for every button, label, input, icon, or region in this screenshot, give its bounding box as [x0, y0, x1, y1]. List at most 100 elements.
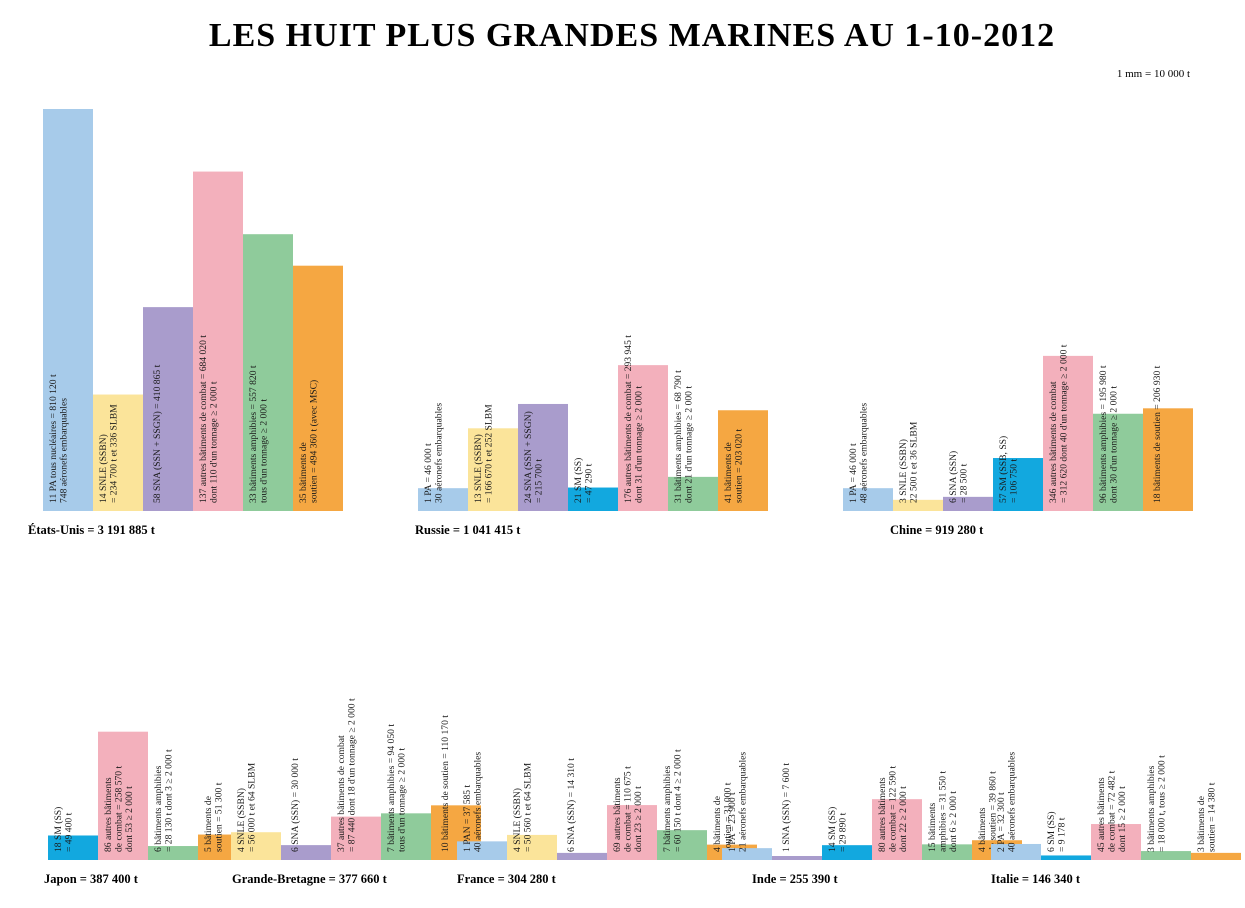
bar-data-label: 6 SNA (SSN): [948, 451, 959, 503]
bar-data-label: dont 23 ≥ 2 000 t: [633, 786, 644, 852]
bar-combat: [1043, 355, 1093, 511]
bar-data-label: 4 bâtiments: [977, 807, 988, 852]
bar-data-label: dont 21 d'un tonnage ≥ 2 000 t: [684, 386, 695, 503]
bar-soutien: [1191, 852, 1241, 860]
bar-data-label: 41 bâtiments de: [723, 442, 734, 503]
bar-amphibies: [922, 844, 972, 860]
bar-data-label: 6 SM (SS): [1046, 811, 1057, 852]
bar-data-label: = 56 000 t et 64 SLBM: [247, 762, 258, 852]
bar-sm: [48, 835, 98, 860]
bar-data-label: 57 SM (SSB, SS): [998, 436, 1009, 503]
bar-sna: [557, 852, 607, 860]
bar-data-label: = 9 178 t: [1057, 817, 1068, 852]
bar-combat: [193, 171, 243, 511]
bar-sm: [568, 487, 618, 511]
bar-data-label: = 312 620 dont 40 d'un tonnage ≥ 2 000 t: [1059, 344, 1070, 503]
bar-data-label: = 47 290 t: [584, 463, 595, 503]
bar-data-label: 748 aéronefs embarquables: [59, 398, 70, 503]
country-total-label: Russie = 1 041 415 t: [415, 523, 521, 537]
bar-sm: [1041, 855, 1091, 860]
bar-data-label: 58 SNA (SSN + SSGN) = 410 865 t: [152, 364, 163, 503]
bar-amphibies: [243, 234, 293, 511]
bar-data-label: de soutien = 39 860 t: [988, 771, 999, 852]
country-group: 1 PA = 23 900 t 21 aéronefs embarquables 1…: [722, 752, 1022, 886]
bar-data-label: 21 aéronefs embarquables: [738, 752, 749, 852]
bar-data-label: = 29 890 t: [838, 812, 849, 852]
bar-data-label: = 234 700 t et 336 SLBM: [109, 404, 120, 503]
bar-porte-avions: [418, 488, 468, 511]
bar-data-label: 18 bâtiments de soutien = 206 930 t: [1152, 365, 1163, 503]
bar-combat: [1091, 824, 1141, 860]
bar-soutien: [718, 410, 768, 511]
bar-snle: [893, 499, 943, 511]
scale-note: 1 mm = 10 000 t: [1117, 68, 1190, 80]
bar-data-label: 35 bâtiments de: [298, 442, 309, 503]
bar-data-label: 14 SM (SS): [827, 807, 838, 852]
bar-data-label: 6 bâtiments amphibies: [153, 765, 164, 852]
bar-porte-avions: [843, 488, 893, 511]
country-group: 11 PA tous nucléaires = 810 120 t 748 aér…: [28, 109, 343, 537]
country-total-label: Chine = 919 280 t: [890, 523, 984, 537]
bar-combat: [607, 805, 657, 860]
bar-data-label: de combat = 72 482 t: [1107, 770, 1118, 852]
country-total-label: États-Unis = 3 191 885 t: [28, 523, 156, 537]
country-group: 18 SM (SS) = 49 400 t 86 autres bâtiments d…: [44, 731, 248, 886]
bar-sna: [518, 403, 568, 511]
bar-data-label: 69 autres bâtiments: [612, 777, 623, 852]
chart-title: LES HUIT PLUS GRANDES MARINES AU 1-10-20…: [209, 17, 1055, 54]
bar-data-label: = 87 440 dont 18 d'un tonnage ≥ 2 000 t: [347, 698, 358, 852]
bar-data-label: 1 PA = 23 900 t: [727, 792, 738, 852]
country-group: 1 PA = 46 000 t 48 aéronefs embarquables 3…: [843, 344, 1193, 537]
country-group: 4 SNLE (SSBN) = 56 000 t et 64 SLBM 6 SNA …: [231, 698, 481, 886]
bar-data-label: 137 autres bâtiments de combat = 684 020…: [198, 335, 209, 503]
bar-data-label: 37 autres bâtiments de combat: [336, 735, 347, 852]
bar-porte-avions: [457, 841, 507, 860]
bar-amphibies: [381, 813, 431, 860]
bar-sna: [281, 845, 331, 860]
bar-data-label: 1 PA = 46 000 t: [848, 443, 859, 503]
bar-data-label: = 60 150 t dont 4 ≥ 2 000 t: [673, 749, 684, 852]
bar-combat: [98, 731, 148, 860]
bar-data-label: 7 bâtiments amphibies: [662, 765, 673, 852]
bar-data-label: = 50 560 t et 64 SLBM: [523, 762, 534, 852]
bar-snle: [93, 394, 143, 511]
bar-sna: [943, 496, 993, 511]
bar-sna: [143, 307, 193, 511]
country-total-label: France = 304 280 t: [457, 872, 557, 886]
bar-data-label: 1 SNA (SSN) = 7 600 t: [781, 763, 792, 852]
country-total-label: Italie = 146 340 t: [991, 872, 1081, 886]
country-group: 1 PAN = 37 585 t 40 aéronefs embarquables…: [457, 749, 757, 886]
bar-data-label: 1 PAN = 37 585 t: [462, 785, 473, 852]
bar-data-label: 176 autres bâtiments de combat = 293 945…: [623, 335, 634, 503]
bar-data-label: 3 bâtiments amphibies: [1146, 765, 1157, 852]
bar-data-label: 4 SNLE (SSBN): [512, 788, 523, 852]
bar-sm: [822, 845, 872, 860]
bar-amphibies: [1141, 851, 1191, 860]
bar-data-label: 33 bâtiments amphibies = 557 820 t: [248, 365, 259, 503]
bar-data-label: dont 22 ≥ 2 000 t: [898, 786, 909, 852]
bar-combat: [872, 799, 922, 860]
bar-data-label: = 49 400 t: [64, 812, 75, 852]
bar-data-label: 45 autres bâtiments: [1096, 777, 1107, 852]
bar-data-label: 30 aéronefs embarquables: [434, 403, 445, 503]
bar-data-label: 15 bâtiments: [927, 802, 938, 852]
bar-sna: [772, 856, 822, 860]
bar-data-label: soutien = 51 300 t: [214, 782, 225, 852]
bar-data-label: = 28 500 t: [959, 463, 970, 503]
bar-data-label: 96 bâtiments amphibies = 195 980 t: [1098, 365, 1109, 503]
bar-amphibies: [148, 846, 198, 860]
bar-data-label: = 215 700 t: [534, 459, 545, 503]
bar-snle: [507, 834, 557, 860]
bar-data-label: tous d'un tonnage ≥ 2 000 t: [397, 748, 408, 852]
bar-data-label: = 18 000 t, tous ≥ 2 000 t: [1157, 755, 1168, 852]
country-total-label: Inde = 255 390 t: [752, 872, 838, 886]
bar-amphibies: [1093, 413, 1143, 511]
bar-combat: [331, 816, 381, 860]
country-group: 1 PA = 46 000 t 30 aéronefs embarquables 1…: [415, 335, 768, 537]
bar-data-label: 21 SM (SS): [573, 458, 584, 503]
country-groups: 11 PA tous nucléaires = 810 120 t 748 aér…: [28, 109, 1241, 886]
bar-data-label: 48 aéronefs embarquables: [859, 403, 870, 503]
bar-data-label: 86 autres bâtiments: [103, 777, 114, 852]
bar-data-label: 40 aéronefs embarquables: [473, 752, 484, 852]
bar-data-label: soutien = 203 020 t: [734, 429, 745, 503]
